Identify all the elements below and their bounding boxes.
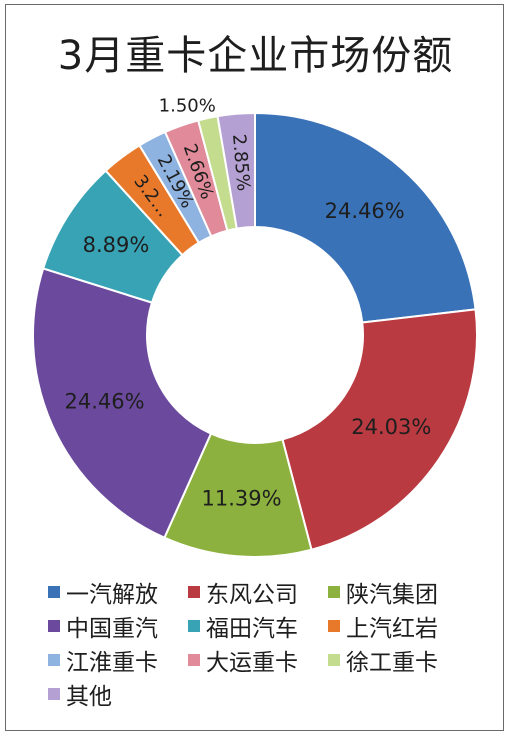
slice-10 <box>216 111 256 230</box>
legend-label: 中国重汽 <box>66 616 158 642</box>
legend-item-2: 东风公司 <box>188 575 328 609</box>
legend-label: 陕汽集团 <box>346 582 438 608</box>
slice-label-9: 1.50% <box>159 95 216 116</box>
legend-label: 其他 <box>66 684 112 710</box>
legend-item-7: 江淮重卡 <box>48 643 188 677</box>
legend-label: 一汽解放 <box>66 582 158 608</box>
slice-2 <box>281 308 478 551</box>
legend-swatch <box>188 620 200 632</box>
legend-label: 大运重卡 <box>206 650 298 676</box>
slice-4 <box>32 267 213 540</box>
legend-swatch <box>328 620 340 632</box>
legend-label: 上汽红岩 <box>346 616 438 642</box>
chart-frame: 3月重卡企业市场份额 24.46% 24.03% 11.39% 24.46% 8.89%… <box>5 4 504 731</box>
legend-swatch <box>188 586 200 598</box>
legend-item-1: 一汽解放 <box>48 575 188 609</box>
legend-label: 福田汽车 <box>206 616 298 642</box>
chart-title: 3月重卡企业市场份额 <box>57 33 454 79</box>
legend-swatch <box>328 654 340 666</box>
legend-item-9: 徐工重卡 <box>328 643 468 677</box>
legend-item-5: 福田汽车 <box>188 609 328 643</box>
legend-item-6: 上汽红岩 <box>328 609 468 643</box>
legend-item-10: 其他 <box>48 677 188 711</box>
slice-label-3: 11.39% <box>202 486 282 510</box>
legend-label: 东风公司 <box>206 582 298 608</box>
legend-item-4: 中国重汽 <box>48 609 188 643</box>
legend-item-3: 陕汽集团 <box>328 575 468 609</box>
slice-label-1: 24.46% <box>325 199 405 223</box>
slice-1 <box>254 111 477 324</box>
legend-swatch <box>48 586 60 598</box>
legend-item-8: 大运重卡 <box>188 643 328 677</box>
legend-label: 江淮重卡 <box>66 650 158 676</box>
slice-label-10: 2.85% <box>228 133 254 192</box>
slice-label-5: 8.89% <box>83 233 150 257</box>
donut-chart: 24.46%24.03%11.39%24.46%8.89%3.2…2.19%2.… <box>32 95 478 558</box>
legend-swatch <box>328 586 340 598</box>
slice-label-4: 24.46% <box>65 390 145 414</box>
legend-label: 徐工重卡 <box>346 650 438 676</box>
chart-legend: 一汽解放 东风公司 陕汽集团中国重汽 福田汽车 上汽红岩江淮重卡 大运重卡 徐工重卡其他 <box>48 575 488 711</box>
legend-swatch <box>48 688 60 700</box>
legend-swatch <box>48 654 60 666</box>
slice-label-2: 24.03% <box>351 415 431 439</box>
legend-swatch <box>188 654 200 666</box>
legend-swatch <box>48 620 60 632</box>
